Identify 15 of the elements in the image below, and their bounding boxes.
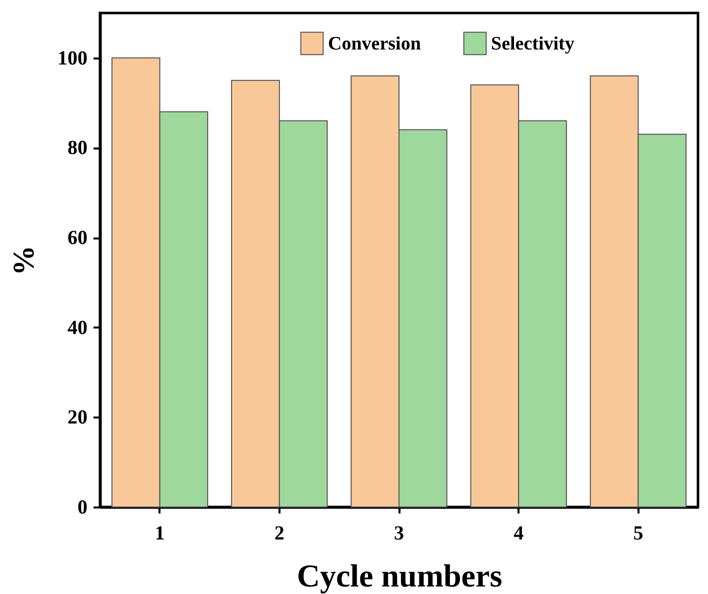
x-tick-label: 3 [394,522,404,544]
y-tick-label: 80 [68,137,88,160]
x-tick-label: 4 [514,522,524,544]
x-axis-title: Cycle numbers [296,558,502,594]
y-tick-label: 60 [68,227,88,250]
y-axis-title: % [8,246,40,276]
y-tick-label: 40 [68,316,88,339]
y-tick-label: 0 [78,496,88,518]
x-tick-label: 5 [633,522,644,544]
y-tick-label: 20 [68,406,88,429]
legend-label: Selectivity [491,33,575,54]
x-tick-label: 2 [274,522,284,544]
y-tick-label: 100 [58,47,88,70]
x-tick-label: 1 [154,522,165,544]
legend-label: Conversion [328,33,422,54]
